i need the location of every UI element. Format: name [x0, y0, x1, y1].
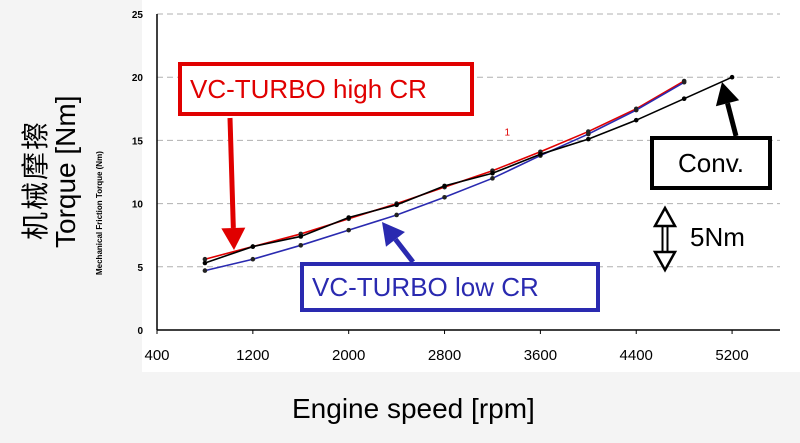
x-tick-label: 2800 [428, 347, 461, 364]
data-point [202, 268, 208, 273]
scale-arrow-head-down [652, 250, 678, 273]
data-point [633, 107, 639, 113]
arrow-low-cr-head [382, 222, 405, 247]
callout-conv: Conv. [650, 136, 772, 190]
data-point [681, 79, 687, 85]
data-point [538, 152, 543, 157]
y-tick-label: 0 [137, 326, 143, 337]
scale-label-5nm: 5Nm [690, 222, 745, 252]
arrow-conv-head [715, 82, 740, 107]
y-tick-label: 10 [132, 200, 144, 211]
data-point [490, 170, 495, 176]
data-point [346, 227, 351, 233]
data-point [394, 212, 399, 218]
x-tick-label: 400 [144, 347, 169, 364]
callout-high-cr: VC-TURBO high CR [178, 62, 474, 116]
callout-low-cr: VC-TURBO low CR [300, 262, 600, 312]
arrow-conv-shaft [725, 102, 739, 137]
y-tick-label: 15 [132, 136, 144, 147]
arrow-high-cr-head [221, 227, 246, 250]
data-point [633, 117, 639, 123]
data-point [250, 244, 256, 249]
data-point [202, 260, 208, 266]
series-line [204, 76, 733, 264]
x-axis-label: Engine speed [rpm] [292, 393, 535, 424]
data-point [250, 256, 256, 262]
stray-mark: 1 [504, 127, 510, 138]
data-point [586, 131, 591, 137]
data-point [298, 243, 304, 248]
data-point [729, 74, 735, 80]
data-point [586, 136, 591, 142]
arrow-low-cr-shaft [393, 237, 415, 264]
data-point [442, 183, 447, 189]
x-tick-label: 5200 [715, 347, 748, 364]
x-tick-label: 1200 [236, 347, 269, 364]
y-tick-label: 20 [132, 73, 144, 84]
data-point [202, 256, 208, 262]
x-tick-label: 3600 [524, 347, 557, 364]
data-point [298, 234, 304, 239]
scale-arrow-head-up [652, 205, 678, 228]
data-point [394, 202, 399, 208]
data-point [681, 96, 687, 101]
y-tick-label: 5 [137, 263, 143, 274]
data-point [490, 176, 495, 181]
y-tick-label: 25 [132, 10, 144, 21]
data-point [346, 215, 351, 220]
x-tick-label: 4400 [620, 347, 653, 364]
data-point [442, 194, 447, 200]
x-tick-label: 2000 [332, 347, 365, 364]
arrow-high-cr-shaft [227, 117, 236, 229]
